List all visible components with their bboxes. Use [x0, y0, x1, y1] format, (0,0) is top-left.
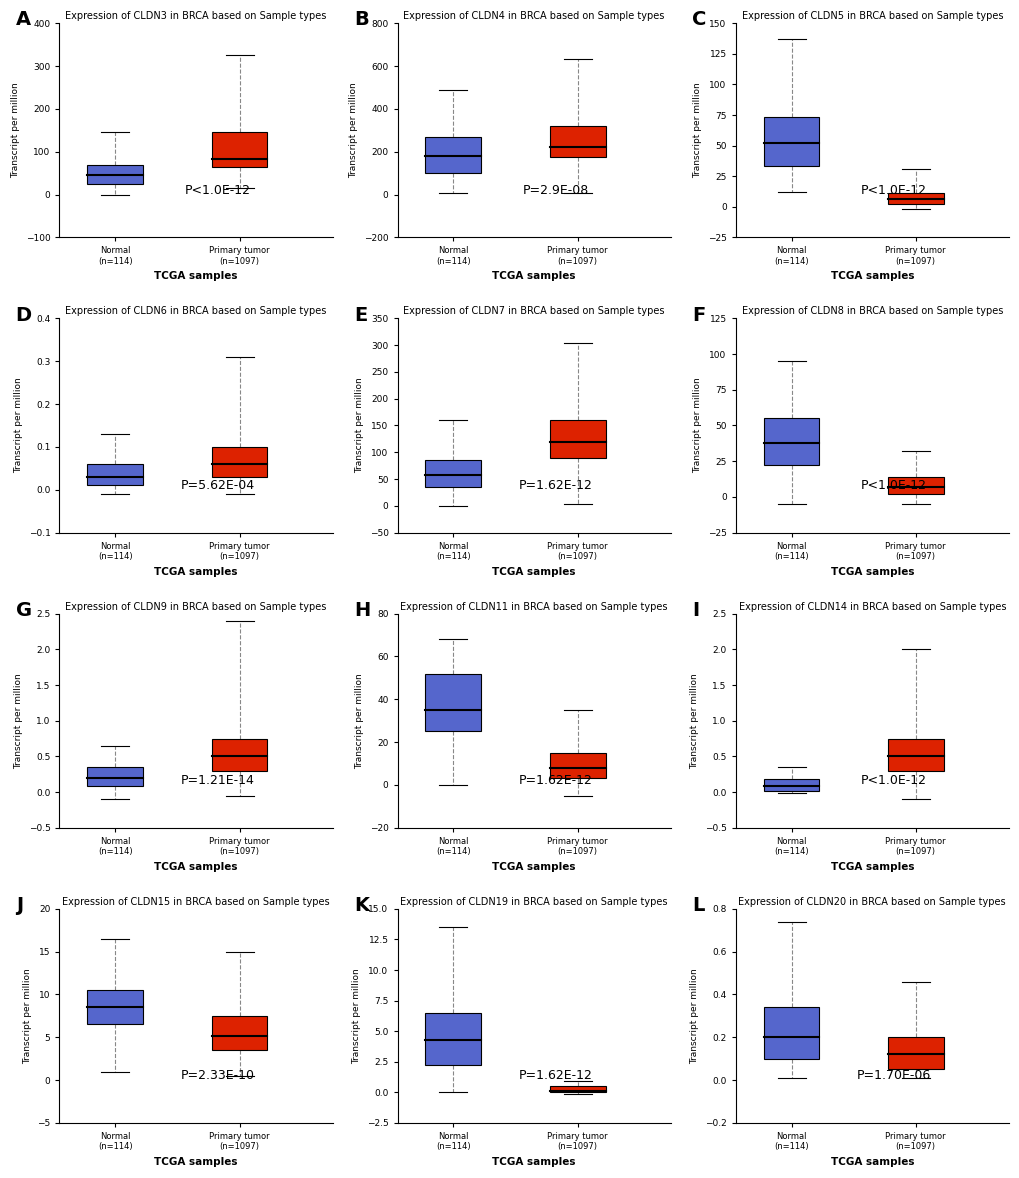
Bar: [425, 1013, 481, 1065]
Y-axis label: Transcript per million: Transcript per million: [690, 673, 698, 768]
Text: B: B: [354, 11, 368, 29]
Text: E: E: [354, 305, 367, 325]
X-axis label: TCGA samples: TCGA samples: [492, 861, 576, 872]
Text: J: J: [15, 896, 22, 915]
Bar: [887, 477, 943, 494]
Text: P<1.0E-12: P<1.0E-12: [860, 184, 926, 197]
Text: G: G: [15, 601, 32, 620]
X-axis label: TCGA samples: TCGA samples: [829, 567, 913, 576]
Bar: [211, 1015, 267, 1050]
Bar: [211, 446, 267, 477]
Text: P=1.70E-06: P=1.70E-06: [856, 1070, 930, 1083]
Text: P<1.0E-12: P<1.0E-12: [860, 774, 926, 787]
X-axis label: TCGA samples: TCGA samples: [154, 567, 237, 576]
Text: P=1.62E-12: P=1.62E-12: [519, 774, 592, 787]
Title: Expression of CLDN8 in BRCA based on Sample types: Expression of CLDN8 in BRCA based on Sam…: [741, 306, 1002, 317]
X-axis label: TCGA samples: TCGA samples: [492, 567, 576, 576]
Text: C: C: [691, 11, 705, 29]
Text: L: L: [691, 896, 704, 915]
Bar: [425, 461, 481, 487]
Bar: [887, 739, 943, 770]
Y-axis label: Transcript per million: Transcript per million: [14, 378, 23, 474]
Title: Expression of CLDN14 in BRCA based on Sample types: Expression of CLDN14 in BRCA based on Sa…: [738, 602, 1005, 611]
Text: A: A: [15, 11, 31, 29]
Bar: [763, 418, 818, 465]
Bar: [425, 137, 481, 173]
Y-axis label: Transcript per million: Transcript per million: [355, 673, 364, 768]
Bar: [88, 767, 143, 787]
Bar: [549, 421, 605, 457]
Title: Expression of CLDN3 in BRCA based on Sample types: Expression of CLDN3 in BRCA based on Sam…: [65, 11, 326, 21]
Y-axis label: Transcript per million: Transcript per million: [355, 378, 364, 474]
Title: Expression of CLDN7 in BRCA based on Sample types: Expression of CLDN7 in BRCA based on Sam…: [404, 306, 664, 317]
Title: Expression of CLDN11 in BRCA based on Sample types: Expression of CLDN11 in BRCA based on Sa…: [400, 602, 667, 611]
Bar: [549, 753, 605, 779]
Text: K: K: [354, 896, 369, 915]
Bar: [88, 991, 143, 1025]
Bar: [88, 165, 143, 184]
Title: Expression of CLDN4 in BRCA based on Sample types: Expression of CLDN4 in BRCA based on Sam…: [404, 11, 664, 21]
Y-axis label: Transcript per million: Transcript per million: [693, 378, 701, 474]
X-axis label: TCGA samples: TCGA samples: [492, 271, 576, 282]
X-axis label: TCGA samples: TCGA samples: [154, 861, 237, 872]
Title: Expression of CLDN6 in BRCA based on Sample types: Expression of CLDN6 in BRCA based on Sam…: [65, 306, 326, 317]
Title: Expression of CLDN20 in BRCA based on Sample types: Expression of CLDN20 in BRCA based on Sa…: [738, 896, 1005, 907]
Bar: [887, 193, 943, 204]
Text: P=1.62E-12: P=1.62E-12: [519, 479, 592, 492]
Title: Expression of CLDN9 in BRCA based on Sample types: Expression of CLDN9 in BRCA based on Sam…: [65, 602, 326, 611]
X-axis label: TCGA samples: TCGA samples: [154, 271, 237, 282]
Text: P=5.62E-04: P=5.62E-04: [180, 479, 255, 492]
Bar: [211, 132, 267, 167]
Text: P=1.21E-14: P=1.21E-14: [180, 774, 255, 787]
Bar: [425, 674, 481, 732]
Bar: [549, 126, 605, 157]
Bar: [549, 1086, 605, 1092]
Title: Expression of CLDN19 in BRCA based on Sample types: Expression of CLDN19 in BRCA based on Sa…: [400, 896, 667, 907]
Text: P=2.33E-10: P=2.33E-10: [180, 1070, 255, 1083]
Text: P<1.0E-12: P<1.0E-12: [184, 184, 251, 197]
Bar: [763, 779, 818, 790]
Bar: [211, 739, 267, 770]
X-axis label: TCGA samples: TCGA samples: [829, 861, 913, 872]
X-axis label: TCGA samples: TCGA samples: [829, 1157, 913, 1167]
Y-axis label: Transcript per million: Transcript per million: [22, 968, 32, 1064]
Text: D: D: [15, 305, 32, 325]
Bar: [763, 118, 818, 166]
Bar: [763, 1007, 818, 1059]
Text: P=2.9E-08: P=2.9E-08: [523, 184, 589, 197]
Title: Expression of CLDN15 in BRCA based on Sample types: Expression of CLDN15 in BRCA based on Sa…: [62, 896, 329, 907]
Bar: [887, 1038, 943, 1070]
Y-axis label: Transcript per million: Transcript per million: [690, 968, 699, 1064]
Text: P<1.0E-12: P<1.0E-12: [860, 479, 926, 492]
Y-axis label: Transcript per million: Transcript per million: [11, 82, 20, 178]
Text: F: F: [691, 305, 704, 325]
Text: I: I: [691, 601, 698, 620]
X-axis label: TCGA samples: TCGA samples: [154, 1157, 237, 1167]
X-axis label: TCGA samples: TCGA samples: [492, 1157, 576, 1167]
Y-axis label: Transcript per million: Transcript per million: [14, 673, 23, 768]
Text: P=1.62E-12: P=1.62E-12: [519, 1070, 592, 1083]
Text: H: H: [354, 601, 370, 620]
Y-axis label: Transcript per million: Transcript per million: [352, 968, 361, 1064]
X-axis label: TCGA samples: TCGA samples: [829, 271, 913, 282]
Y-axis label: Transcript per million: Transcript per million: [693, 82, 701, 178]
Y-axis label: Transcript per million: Transcript per million: [348, 82, 358, 178]
Bar: [88, 464, 143, 485]
Title: Expression of CLDN5 in BRCA based on Sample types: Expression of CLDN5 in BRCA based on Sam…: [741, 11, 1002, 21]
